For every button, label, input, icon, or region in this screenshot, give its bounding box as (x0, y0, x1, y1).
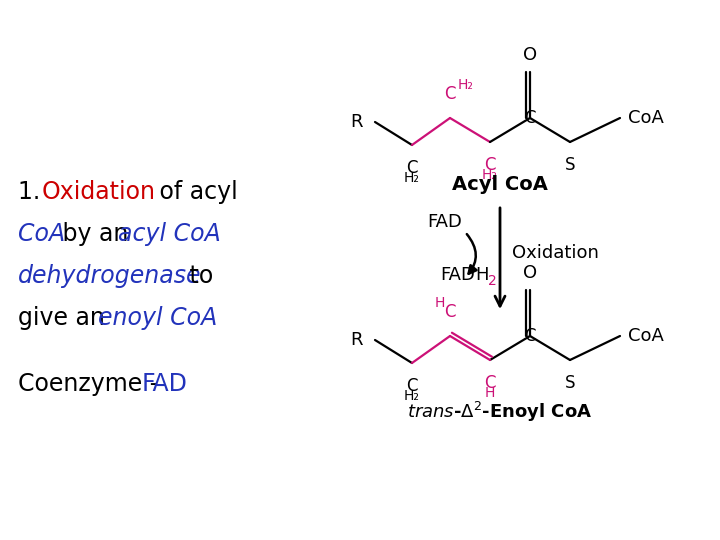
Text: C: C (524, 109, 536, 127)
Text: S: S (564, 156, 575, 174)
Text: C: C (406, 159, 418, 177)
Text: S: S (564, 374, 575, 392)
Text: H₂: H₂ (404, 171, 420, 185)
Text: by an: by an (55, 222, 136, 246)
Text: FAD: FAD (142, 372, 188, 396)
Text: CoA: CoA (628, 327, 664, 345)
FancyArrowPatch shape (467, 234, 477, 274)
Text: $\mathit{trans}$-$\Delta^2$-Enoyl CoA: $\mathit{trans}$-$\Delta^2$-Enoyl CoA (408, 400, 593, 424)
Text: C: C (406, 377, 418, 395)
Text: O: O (523, 264, 537, 282)
Text: Acyl CoA: Acyl CoA (452, 175, 548, 194)
Text: FAD: FAD (440, 266, 475, 284)
Text: C: C (524, 327, 536, 345)
Text: R: R (351, 331, 363, 349)
Text: C: C (444, 85, 456, 103)
Text: H₂: H₂ (458, 78, 474, 92)
Text: C: C (444, 303, 456, 321)
Text: Oxidation: Oxidation (512, 245, 599, 262)
Text: H: H (475, 266, 488, 284)
Text: FAD: FAD (427, 213, 462, 231)
Text: 1.: 1. (18, 180, 48, 204)
Text: of acyl: of acyl (152, 180, 238, 204)
Text: Oxidation: Oxidation (42, 180, 156, 204)
Text: H₂: H₂ (482, 168, 498, 182)
Text: 2: 2 (488, 274, 497, 288)
Text: H: H (485, 386, 495, 400)
Text: C: C (485, 374, 496, 392)
Text: R: R (351, 113, 363, 131)
Text: H: H (435, 296, 445, 310)
Text: CoA: CoA (628, 109, 664, 127)
Text: give an: give an (18, 306, 112, 330)
Text: C: C (485, 156, 496, 174)
Text: enoyl CoA: enoyl CoA (98, 306, 217, 330)
Text: Coenzyme -: Coenzyme - (18, 372, 166, 396)
Text: O: O (523, 46, 537, 64)
Text: acyl CoA: acyl CoA (118, 222, 221, 246)
Text: H₂: H₂ (404, 389, 420, 403)
Text: to: to (182, 264, 213, 288)
Text: dehydrogenase: dehydrogenase (18, 264, 202, 288)
Text: CoA: CoA (18, 222, 65, 246)
